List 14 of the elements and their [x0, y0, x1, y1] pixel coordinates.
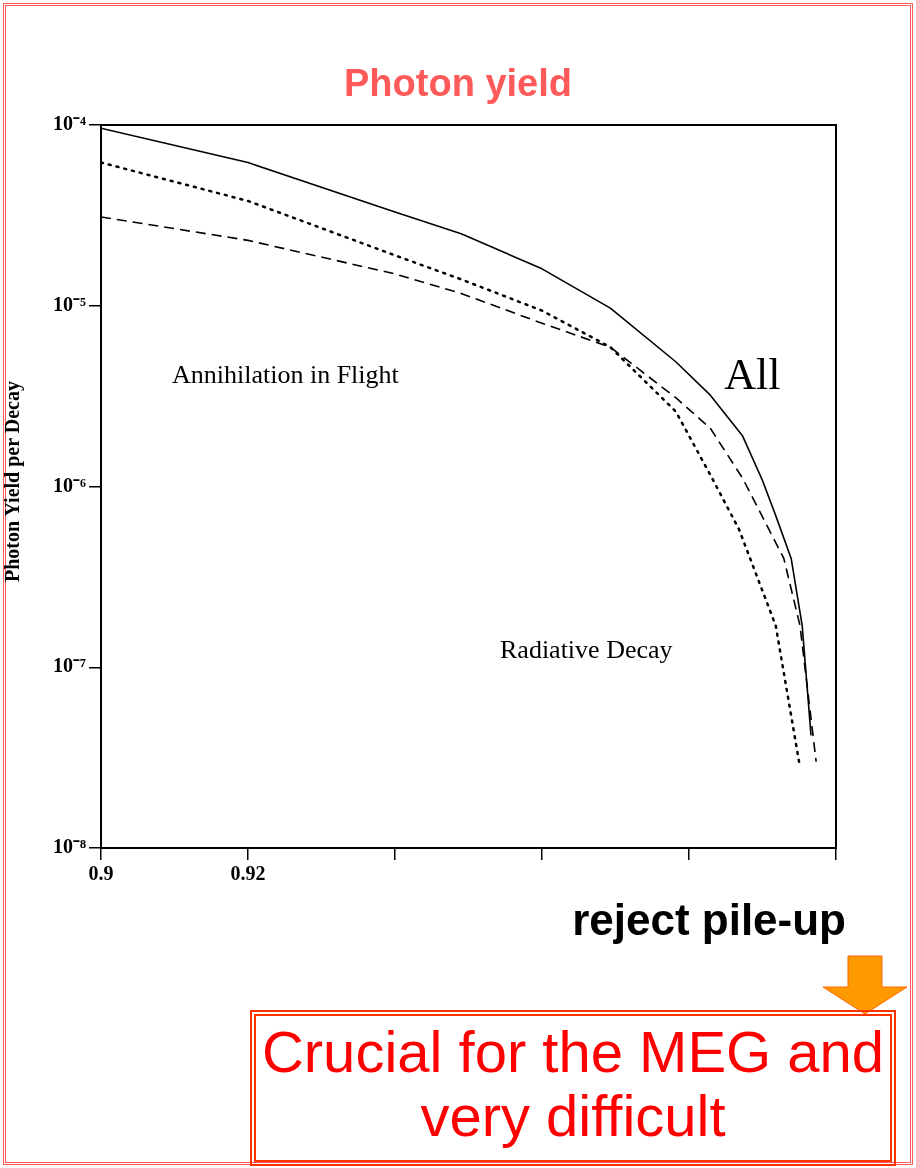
x-tick-label: 0.92 [230, 862, 266, 885]
x-tick-label: 0.9 [88, 862, 114, 885]
text: Crucial for the MEG and very difficult [250, 1010, 896, 1166]
annotation: Annihilation in Flight [172, 360, 399, 390]
y-tick-label: 10⁻⁶ [53, 473, 86, 496]
y-tick-label: 10⁻⁸ [53, 835, 86, 858]
text: reject pile-up [572, 895, 846, 945]
annotation: Radiative Decay [500, 635, 673, 665]
y-axis-title: Photon Yield per Decay [0, 380, 24, 584]
y-tick-label: 10⁻⁵ [53, 292, 86, 315]
y-tick-label: 10⁻⁴ [53, 112, 86, 135]
series-label: All [724, 350, 781, 400]
y-tick-label: 10⁻⁷ [53, 654, 86, 677]
chart-title: Photon yield [343, 62, 573, 105]
